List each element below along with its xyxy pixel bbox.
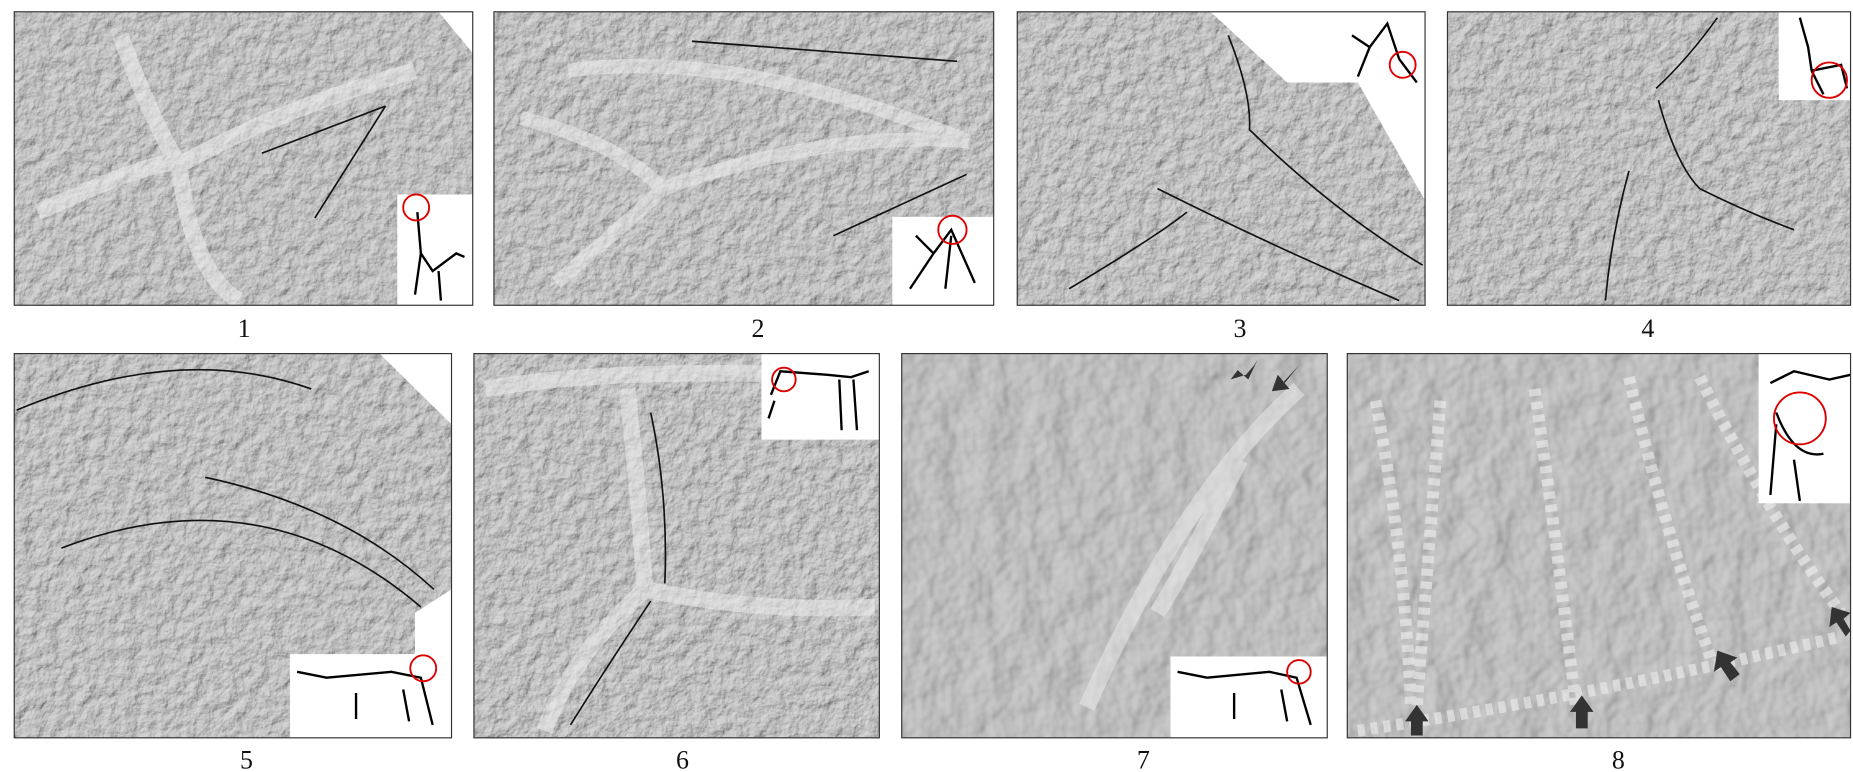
panel: 5 — [13, 352, 453, 772]
panel-label: 6 — [676, 745, 689, 772]
panel-label: 2 — [751, 314, 764, 343]
panel-label: 1 — [238, 314, 251, 343]
panel: 6 — [473, 352, 880, 772]
panel: 4 — [1446, 11, 1852, 343]
panel: 8 — [1346, 352, 1852, 772]
panel: 3 — [1016, 11, 1426, 343]
panel-label: 3 — [1234, 314, 1247, 343]
panel: 1 — [13, 11, 474, 343]
panel: 7 — [901, 352, 1328, 772]
panel: 2 — [493, 11, 995, 343]
panel-label: 8 — [1612, 745, 1625, 772]
panel-label: 5 — [240, 745, 253, 772]
panel-label: 7 — [1137, 745, 1150, 772]
panel-label: 4 — [1641, 314, 1654, 343]
